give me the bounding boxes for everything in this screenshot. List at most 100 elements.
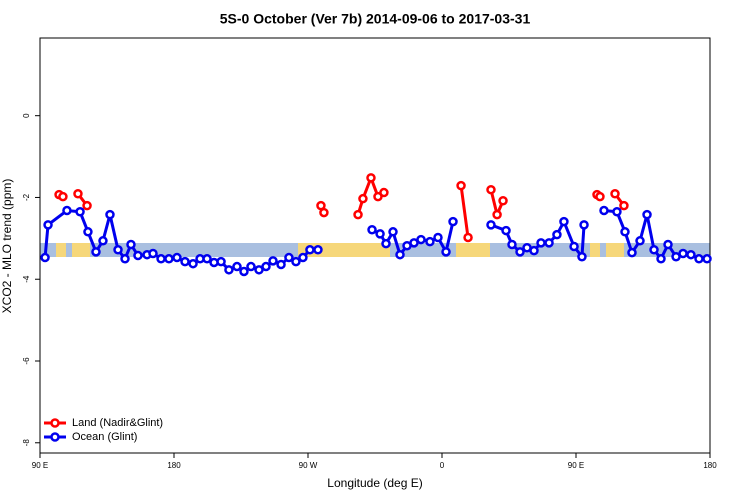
data-point xyxy=(498,195,508,206)
data-point xyxy=(268,256,278,266)
data-point xyxy=(373,191,383,202)
data-point xyxy=(98,236,108,246)
y-tick-label: -2 xyxy=(22,193,31,201)
land-patch xyxy=(56,243,66,257)
data-point xyxy=(671,251,681,262)
data-point xyxy=(261,261,271,272)
data-point xyxy=(180,256,190,267)
legend-label: Land (Nadir&Glint) xyxy=(72,417,163,429)
data-point xyxy=(569,241,579,252)
data-point xyxy=(381,238,391,249)
data-point xyxy=(148,248,158,259)
data-point xyxy=(284,252,294,263)
data-point xyxy=(388,227,398,237)
data-point xyxy=(486,220,496,230)
data-point xyxy=(188,258,198,269)
data-point xyxy=(463,232,473,243)
data-point xyxy=(43,220,53,230)
data-point xyxy=(552,229,562,240)
data-point xyxy=(83,227,93,237)
data-point xyxy=(366,173,376,183)
chart-title: 5S-0 October (Ver 7b) 2014-09-06 to 2017… xyxy=(220,11,531,27)
data-point xyxy=(416,234,426,245)
data-point xyxy=(313,245,323,255)
legend-label: Ocean (Glint) xyxy=(72,431,137,443)
data-point xyxy=(164,254,174,264)
data-point xyxy=(441,247,451,257)
land-patch xyxy=(456,243,490,257)
land-patch xyxy=(606,243,624,257)
x-tick-label: 90 E xyxy=(32,461,48,470)
data-point xyxy=(686,249,696,260)
data-point xyxy=(239,266,249,277)
data-point xyxy=(298,252,308,263)
data-point xyxy=(649,245,659,255)
data-point xyxy=(62,205,72,216)
x-tick-label: 90 W xyxy=(299,461,318,470)
data-point xyxy=(254,265,264,275)
data-point xyxy=(642,209,652,220)
x-tick-label: 0 xyxy=(440,461,445,470)
land-patch xyxy=(590,243,600,257)
data-point xyxy=(367,225,377,235)
data-point xyxy=(246,261,256,272)
data-point xyxy=(232,261,242,272)
data-point xyxy=(75,207,85,217)
data-point xyxy=(456,180,466,191)
y-tick-label: -4 xyxy=(22,275,31,283)
y-tick-label: 0 xyxy=(22,113,31,118)
data-point xyxy=(627,247,637,258)
land-patch xyxy=(72,243,90,257)
data-point xyxy=(694,254,704,264)
data-point xyxy=(73,189,83,199)
data-point xyxy=(507,239,517,250)
data-point xyxy=(433,232,443,243)
data-point xyxy=(409,238,419,248)
legend-marker xyxy=(50,418,60,428)
data-point xyxy=(319,207,329,218)
data-point xyxy=(353,209,363,220)
x-tick-label: 180 xyxy=(703,461,717,470)
data-point xyxy=(529,245,539,256)
data-point xyxy=(620,227,630,237)
data-point xyxy=(305,245,315,255)
data-point xyxy=(216,256,226,267)
data-point xyxy=(610,189,620,199)
data-point xyxy=(156,254,166,264)
data-point xyxy=(515,247,525,257)
data-point xyxy=(120,254,130,264)
data-point xyxy=(126,239,136,250)
legend-marker xyxy=(50,432,60,442)
data-point xyxy=(579,220,589,230)
data-point xyxy=(612,207,622,217)
data-point xyxy=(702,254,712,264)
data-point xyxy=(82,200,92,211)
data-point xyxy=(577,251,587,262)
data-point xyxy=(448,216,458,227)
y-tick-label: -6 xyxy=(22,357,31,365)
data-point xyxy=(656,254,666,264)
data-point xyxy=(395,249,405,260)
data-point xyxy=(113,245,123,255)
x-axis-label: Longitude (deg E) xyxy=(327,476,422,490)
data-point xyxy=(425,236,435,247)
data-point xyxy=(105,209,115,220)
data-point xyxy=(635,236,645,246)
data-point xyxy=(172,252,182,263)
data-point xyxy=(91,247,101,257)
data-point xyxy=(559,216,569,227)
y-axis-label: XCO2 - MLO trend (ppm) xyxy=(0,179,14,314)
data-point xyxy=(595,191,605,202)
data-point xyxy=(492,209,502,220)
data-point xyxy=(358,193,368,204)
series-line xyxy=(58,173,626,238)
data-point xyxy=(619,200,629,211)
data-point xyxy=(202,254,212,264)
data-point xyxy=(375,229,385,239)
data-point xyxy=(678,248,688,259)
data-point xyxy=(276,259,286,270)
data-point xyxy=(501,225,511,236)
data-point xyxy=(536,238,546,248)
y-tick-label: -8 xyxy=(22,439,31,447)
